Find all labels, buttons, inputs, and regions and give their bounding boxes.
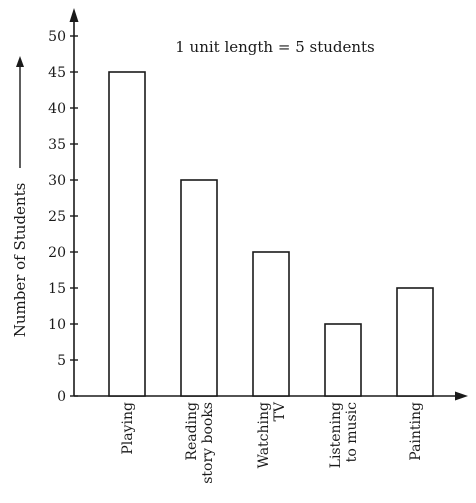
bar	[324, 323, 362, 397]
y-tick-label: 35	[48, 137, 66, 153]
category-label-line: Painting	[408, 402, 424, 461]
category-label-line: Playing	[120, 402, 136, 455]
y-axis-label: Number of Students	[11, 183, 29, 338]
bar	[108, 71, 146, 397]
y-axis-label-arrow-head	[16, 56, 24, 67]
category-label-line: Watching	[256, 402, 272, 468]
y-tick-label: 20	[48, 245, 66, 261]
category-label-line: Listening	[328, 402, 344, 468]
bar	[396, 287, 434, 397]
y-tick-label: 15	[48, 281, 66, 297]
category-label-line: Reading	[184, 402, 200, 461]
category-label: Reading story books	[184, 402, 216, 484]
y-tick-label: 50	[48, 29, 66, 45]
y-tick-label: 0	[57, 389, 66, 405]
y-tick-label: 40	[48, 101, 66, 117]
category-label-line: TV	[272, 401, 288, 421]
x-axis-arrow-head	[455, 391, 468, 401]
y-axis-title: Number of Students	[11, 56, 29, 337]
y-tick-label: 10	[48, 317, 66, 333]
category-label-line: to music	[344, 402, 360, 462]
category-label-line: story books	[200, 402, 216, 484]
y-tick-label: 25	[48, 209, 66, 225]
bar	[180, 179, 218, 397]
category-label: Listening to music	[328, 402, 360, 468]
y-tick-label: 30	[48, 173, 66, 189]
scale-annotation: 1 unit length = 5 students	[175, 38, 375, 56]
y-axis: 0 5 10 15 20 25 30 35 40 45 50	[48, 8, 79, 405]
category-label: Playing	[120, 402, 136, 455]
category-label: Painting	[408, 402, 424, 461]
y-axis-arrow-head	[69, 8, 79, 22]
bar	[252, 251, 290, 397]
category-labels: Playing Reading story books Watching TV Liste…	[120, 401, 424, 484]
bars	[108, 71, 434, 397]
y-tick-label: 5	[57, 353, 66, 369]
category-label: Watching TV	[256, 401, 288, 468]
y-tick-label: 45	[48, 65, 66, 81]
